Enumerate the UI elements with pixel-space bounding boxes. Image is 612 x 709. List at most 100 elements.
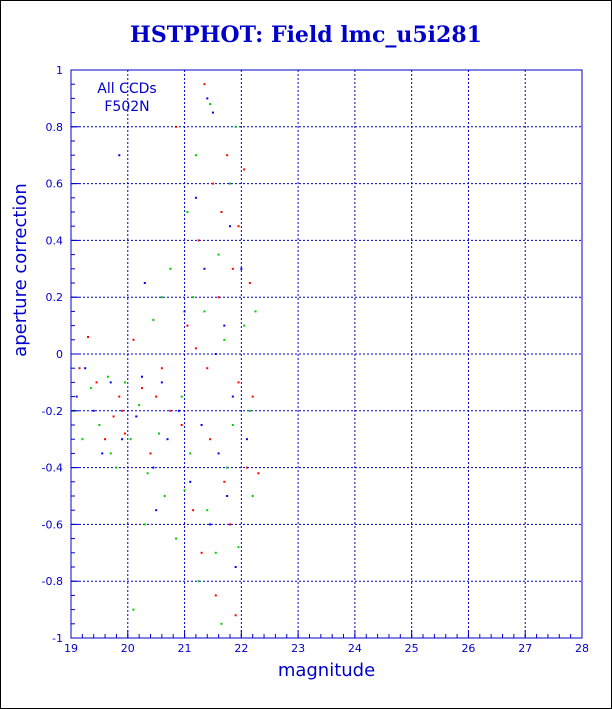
data-point bbox=[92, 409, 95, 412]
data-point bbox=[152, 466, 155, 469]
data-point bbox=[197, 239, 200, 242]
data-point bbox=[189, 452, 192, 455]
data-point bbox=[214, 594, 217, 597]
data-point bbox=[223, 338, 226, 341]
data-point bbox=[118, 395, 121, 398]
data-point bbox=[129, 438, 132, 441]
data-points bbox=[72, 83, 260, 625]
data-point bbox=[194, 154, 197, 157]
data-point bbox=[180, 424, 183, 426]
data-point bbox=[226, 154, 229, 157]
data-point bbox=[95, 381, 98, 384]
data-point bbox=[217, 296, 220, 299]
data-point bbox=[186, 211, 189, 213]
x-tick-label: 21 bbox=[178, 642, 192, 655]
data-point bbox=[121, 438, 124, 441]
data-point bbox=[206, 509, 209, 512]
data-point bbox=[109, 452, 112, 455]
data-point bbox=[75, 395, 78, 398]
data-point bbox=[186, 324, 189, 327]
x-tick-label: 26 bbox=[461, 642, 475, 655]
data-point bbox=[209, 438, 212, 441]
data-point bbox=[200, 424, 203, 426]
x-tick-label: 27 bbox=[518, 642, 532, 655]
data-point bbox=[149, 452, 152, 455]
x-tick-label: 22 bbox=[234, 642, 248, 655]
data-point bbox=[160, 296, 163, 299]
x-tick-label: 20 bbox=[121, 642, 135, 655]
data-point bbox=[123, 381, 126, 384]
data-point bbox=[183, 489, 186, 492]
x-tick-label: 23 bbox=[291, 642, 305, 655]
data-point bbox=[192, 509, 195, 512]
data-point bbox=[240, 267, 243, 270]
y-tick-label: -0.4 bbox=[42, 462, 63, 475]
data-point bbox=[228, 523, 231, 526]
x-axis-title: magnitude bbox=[278, 660, 375, 681]
data-point bbox=[155, 509, 158, 512]
data-point bbox=[251, 495, 254, 497]
data-point bbox=[177, 409, 180, 412]
data-point bbox=[211, 182, 214, 185]
x-tick-label: 19 bbox=[64, 642, 78, 655]
data-point bbox=[175, 125, 178, 128]
data-point bbox=[248, 409, 251, 412]
data-point bbox=[169, 409, 172, 412]
data-point bbox=[194, 196, 197, 199]
data-point bbox=[78, 367, 81, 370]
data-point bbox=[237, 546, 240, 549]
data-point bbox=[234, 566, 237, 568]
grid-lines bbox=[71, 70, 582, 638]
data-point bbox=[123, 432, 126, 435]
data-point bbox=[84, 367, 87, 370]
data-point bbox=[246, 466, 249, 469]
data-point bbox=[203, 83, 206, 86]
data-point bbox=[237, 225, 240, 228]
data-point bbox=[231, 424, 234, 426]
data-point bbox=[158, 432, 161, 435]
data-point bbox=[217, 452, 220, 455]
y-tick-label: 0.2 bbox=[46, 291, 64, 304]
data-point bbox=[146, 472, 149, 475]
data-point bbox=[234, 614, 237, 617]
data-point bbox=[243, 324, 246, 327]
chart-title: HSTPHOT: Field lmc_u5i281 bbox=[130, 22, 482, 48]
data-point bbox=[115, 466, 118, 469]
data-point bbox=[152, 318, 155, 321]
y-tick-label: -0.6 bbox=[42, 518, 63, 531]
data-point bbox=[132, 338, 135, 341]
data-point bbox=[220, 622, 223, 625]
data-point bbox=[81, 438, 84, 441]
data-point bbox=[160, 367, 163, 370]
y-tick-label: 1 bbox=[56, 64, 63, 77]
data-point bbox=[183, 310, 186, 313]
y-tick-label: 0.6 bbox=[46, 178, 64, 191]
data-point bbox=[214, 551, 217, 554]
data-point bbox=[231, 267, 234, 270]
data-point bbox=[246, 438, 249, 441]
data-point bbox=[160, 381, 163, 384]
data-point bbox=[138, 404, 141, 407]
data-point bbox=[87, 335, 90, 338]
data-point bbox=[203, 310, 206, 313]
x-tick-label: 28 bbox=[575, 642, 589, 655]
y-tick-label: -0.8 bbox=[42, 575, 63, 588]
data-point bbox=[223, 324, 226, 327]
data-point bbox=[98, 424, 101, 426]
data-point bbox=[109, 381, 112, 384]
tick-labels: 19 20 21 22 23 24 25 26 27 28 -1 -0.8 -0.6 -0.4 -0.2 0 0… bbox=[42, 64, 589, 655]
data-point bbox=[180, 395, 183, 398]
data-point bbox=[243, 168, 246, 171]
data-point bbox=[220, 211, 223, 213]
data-point bbox=[209, 523, 212, 526]
data-point bbox=[226, 495, 229, 497]
annotation-ccds: All CCDs bbox=[97, 81, 156, 97]
data-point bbox=[231, 395, 234, 398]
data-point bbox=[234, 125, 237, 128]
annotation-filter: F502N bbox=[104, 99, 149, 115]
data-point bbox=[169, 267, 172, 270]
data-point bbox=[155, 395, 158, 398]
data-point bbox=[257, 472, 260, 475]
data-point bbox=[211, 111, 214, 114]
